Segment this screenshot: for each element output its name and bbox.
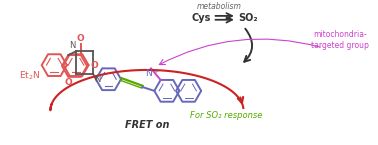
Text: For SO₂ response: For SO₂ response [190, 111, 262, 120]
Text: mitochondria-
targeted group: mitochondria- targeted group [311, 30, 369, 50]
Text: O: O [77, 33, 85, 42]
Text: SO₂: SO₂ [239, 13, 258, 23]
Text: O: O [64, 78, 72, 87]
Text: O: O [91, 61, 99, 70]
Text: Et$_2$N: Et$_2$N [19, 70, 40, 82]
Text: Cys: Cys [191, 13, 211, 23]
Text: metabolism: metabolism [197, 2, 241, 11]
Text: FRET on: FRET on [125, 120, 169, 130]
Text: N$^+$: N$^+$ [145, 67, 160, 79]
Text: N: N [94, 75, 101, 84]
Text: N: N [69, 41, 75, 50]
